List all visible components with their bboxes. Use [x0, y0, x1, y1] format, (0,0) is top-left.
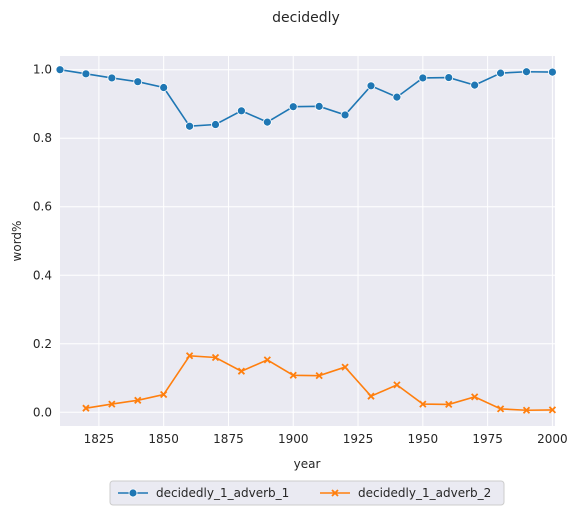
y-axis-label: word%	[10, 221, 24, 262]
circle-marker-s1	[392, 92, 402, 102]
circle-marker-s1	[133, 77, 143, 87]
circle-marker-s1	[55, 65, 65, 75]
x-tick-label: 1950	[408, 432, 439, 446]
circle-marker-s1	[314, 101, 324, 111]
x-tick-label: 1900	[278, 432, 309, 446]
circle-marker-s1	[185, 121, 194, 131]
x-marker-s2	[134, 396, 142, 404]
x-tick-label: 1875	[213, 432, 244, 446]
x-marker-s2	[82, 404, 90, 412]
x-marker-s2	[419, 400, 427, 408]
circle-marker-s1	[262, 117, 272, 127]
x-marker-s2	[237, 367, 246, 375]
legend-item-2: decidedly_1_adverb_2	[320, 486, 491, 500]
x-marker-s2	[331, 489, 339, 497]
x-marker-s2	[496, 405, 505, 413]
x-marker-s2	[471, 393, 479, 401]
x-marker-s2	[160, 390, 168, 399]
x-marker-s2	[445, 400, 453, 409]
x-tick-label: 2000	[537, 432, 568, 446]
circle-marker-s1	[496, 68, 505, 78]
circle-marker-s1	[107, 73, 117, 83]
series-1	[55, 65, 557, 131]
x-axis-ticks: 1825 1850 1875 1900 1925 1950 1975 2000	[84, 432, 568, 446]
circle-marker-s1	[470, 80, 480, 90]
circle-marker-s1	[340, 110, 350, 120]
x-marker-s2	[548, 406, 557, 414]
chart-title: decidedly	[272, 10, 340, 26]
legend-label: decidedly_1_adverb_2	[358, 486, 491, 500]
plot-background	[60, 56, 555, 426]
series-2	[82, 352, 557, 414]
x-marker-s2	[185, 352, 194, 360]
y-tick-label: 0.4	[33, 268, 52, 282]
circle-marker-s1	[548, 67, 557, 77]
circle-marker-s1	[211, 120, 220, 129]
x-marker-s2	[393, 381, 401, 389]
series-layer	[55, 65, 557, 414]
x-marker-s2	[341, 363, 349, 371]
legend-label: decidedly_1_adverb_1	[156, 486, 289, 500]
circle-marker-s1	[159, 83, 169, 92]
x-marker-s2	[367, 392, 375, 400]
y-tick-label: 0.8	[33, 131, 52, 145]
y-tick-label: 1.0	[33, 63, 52, 77]
circle-marker-s1	[366, 81, 376, 91]
circle-marker-s1	[418, 73, 428, 83]
grid-lines	[60, 56, 555, 426]
x-marker-s2	[263, 356, 271, 364]
x-tick-label: 1850	[148, 432, 179, 446]
x-marker-s2	[522, 406, 531, 414]
x-marker-s2	[315, 372, 323, 380]
x-tick-label: 1975	[472, 432, 503, 446]
x-tick-label: 1825	[84, 432, 115, 446]
circle-marker-s1	[237, 106, 246, 116]
y-axis-ticks: 0.0 0.2 0.4 0.6 0.8 1.0	[33, 63, 52, 420]
circle-marker-s1	[522, 67, 531, 77]
y-tick-label: 0.6	[33, 200, 52, 214]
x-marker-s2	[108, 400, 116, 408]
legend-box	[109, 480, 505, 506]
y-tick-label: 0.0	[33, 405, 52, 419]
legend-items: decidedly_1_adverb_1 decidedly_1_adverb_2	[118, 486, 491, 500]
circle-marker-s1	[128, 488, 138, 498]
legend: decidedly_1_adverb_1 decidedly_1_adverb_2	[109, 480, 505, 506]
x-marker-s2	[211, 353, 220, 362]
x-axis-label: year	[294, 457, 321, 471]
legend-item-1: decidedly_1_adverb_1	[118, 486, 289, 500]
circle-marker-s1	[444, 73, 454, 82]
x-tick-label: 1925	[343, 432, 374, 446]
circle-marker-s1	[81, 69, 91, 79]
circle-marker-s1	[288, 102, 298, 112]
y-tick-label: 0.2	[33, 337, 52, 351]
series-line-1	[59, 68, 553, 128]
x-marker-s2	[289, 371, 297, 379]
